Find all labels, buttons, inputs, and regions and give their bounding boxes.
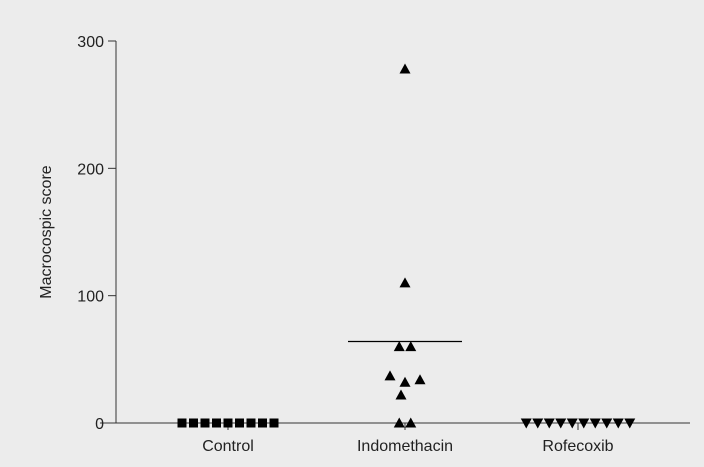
rofecoxib-point-6 bbox=[578, 418, 590, 429]
indomethacin-point-3 bbox=[393, 341, 405, 352]
control-point-8 bbox=[258, 418, 267, 428]
control-point-7 bbox=[246, 418, 256, 428]
indomethacin-point-8 bbox=[395, 389, 407, 400]
indomethacin-point-10 bbox=[405, 417, 417, 428]
indomethacin-point-6 bbox=[399, 376, 411, 387]
control-point-1 bbox=[177, 418, 187, 428]
rofecoxib-point-4 bbox=[555, 418, 567, 429]
indomethacin-point-2 bbox=[399, 277, 411, 288]
indomethacin-point-1 bbox=[399, 63, 411, 74]
indomethacin-point-9 bbox=[393, 417, 405, 428]
indomethacin-point-4 bbox=[405, 341, 417, 352]
y-tick-label-300: 300 bbox=[77, 34, 104, 51]
data-marks bbox=[177, 63, 636, 429]
y-tick-label-100: 100 bbox=[77, 289, 104, 306]
indomethacin-point-7 bbox=[414, 374, 426, 385]
x-tick-label-indomethacin: Indomethacin bbox=[357, 438, 453, 455]
y-tick-label-200: 200 bbox=[77, 161, 104, 178]
control-point-4 bbox=[212, 418, 221, 428]
rofecoxib-point-9 bbox=[612, 418, 624, 429]
control-point-9 bbox=[269, 418, 279, 428]
rofecoxib-point-1 bbox=[520, 418, 532, 429]
y-axis-title: Macrocospic score bbox=[38, 165, 55, 298]
control-point-2 bbox=[189, 418, 198, 428]
rofecoxib-point-5 bbox=[566, 418, 578, 429]
rofecoxib-point-3 bbox=[543, 418, 555, 429]
y-tick-label-0: 0 bbox=[95, 416, 104, 433]
x-tick-label-rofecoxib: Rofecoxib bbox=[542, 438, 613, 455]
axes: 0 100 200 300 Control Indomethacin Rofecoxib bbox=[77, 34, 690, 455]
control-point-6 bbox=[235, 418, 244, 428]
indomethacin-point-5 bbox=[384, 370, 396, 381]
rofecoxib-point-2 bbox=[532, 418, 544, 429]
rofecoxib-point-10 bbox=[624, 418, 636, 429]
control-point-3 bbox=[200, 418, 210, 428]
x-tick-label-control: Control bbox=[202, 438, 254, 455]
control-point-5 bbox=[223, 418, 233, 428]
rofecoxib-point-7 bbox=[589, 418, 601, 429]
rofecoxib-point-8 bbox=[601, 418, 613, 429]
